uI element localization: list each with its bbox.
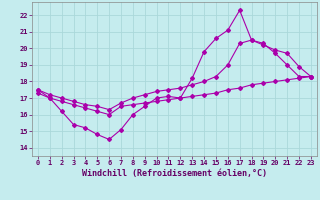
X-axis label: Windchill (Refroidissement éolien,°C): Windchill (Refroidissement éolien,°C) bbox=[82, 169, 267, 178]
